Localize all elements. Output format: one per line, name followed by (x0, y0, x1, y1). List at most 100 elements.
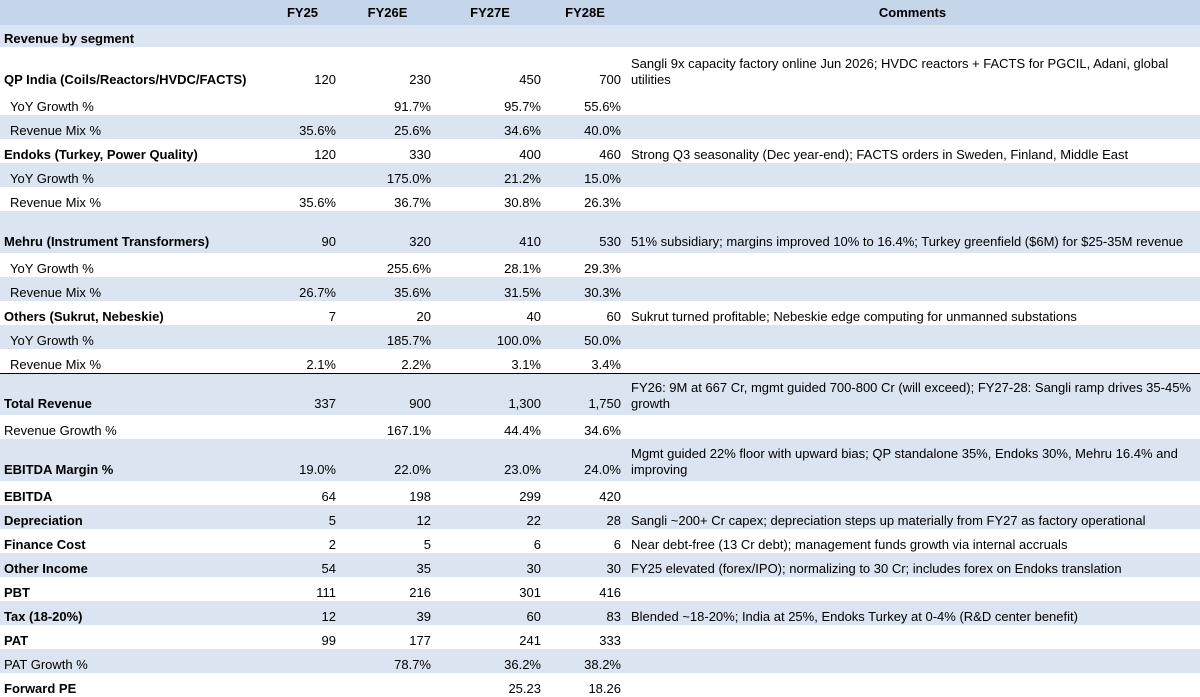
cell-fy26: 2.2% (401, 356, 431, 372)
row-comment (625, 163, 1200, 187)
row-label: Revenue Mix % (0, 277, 265, 301)
cell-fy26: 91.7% (394, 99, 431, 114)
row-comment (625, 673, 1200, 697)
table-row: Revenue by segment (0, 25, 1200, 47)
cell-fy26: 185.7% (340, 325, 435, 349)
row-comment (625, 577, 1200, 601)
cell-fy27: 34.6% (435, 115, 545, 139)
row-comment (625, 91, 1200, 115)
row-comment: Sukrut turned profitable; Nebeskie edge … (631, 309, 1077, 324)
table-row: Endoks (Turkey, Power Quality) 120 330 4… (0, 139, 1200, 163)
cell-fy25: 5 (265, 505, 340, 529)
row-comment: Mgmt guided 22% floor with upward bias; … (625, 439, 1200, 481)
cell-fy27: 28.1% (504, 261, 541, 276)
cell-fy27: 410 (435, 211, 545, 253)
cell-fy27: 3.1% (511, 356, 541, 372)
cell-fy25: 99 (321, 633, 336, 648)
row-label: Revenue by segment (0, 25, 265, 47)
row-comment (625, 25, 1200, 47)
row-label: Tax (18-20%) (0, 601, 265, 625)
cell-fy26 (340, 25, 435, 47)
cell-fy28: 1,750 (545, 372, 625, 415)
table-row: Revenue Mix % 26.7% 35.6% 31.5% 30.3% (0, 277, 1200, 301)
table-row: YoY Growth % 91.7% 95.7% 55.6% (0, 91, 1200, 115)
cell-fy28: 60 (606, 309, 621, 324)
cell-fy28: 6 (613, 537, 621, 552)
row-label: YoY Growth % (0, 163, 265, 187)
cell-fy28: 700 (599, 72, 621, 87)
cell-fy25 (265, 673, 340, 697)
cell-fy28: 55.6% (584, 99, 621, 114)
cell-fy28: 333 (599, 633, 621, 648)
row-label: EBITDA Margin % (0, 439, 265, 481)
cell-fy26: 216 (409, 585, 431, 600)
cell-fy27: 60 (435, 601, 545, 625)
cell-fy25: 64 (321, 489, 336, 504)
cell-fy28: 28 (545, 505, 625, 529)
row-comment (625, 187, 1200, 211)
cell-fy26: 22.0% (340, 439, 435, 481)
cell-fy25 (265, 91, 340, 115)
table-row: Other Income 54 35 30 30 FY25 elevated (… (0, 553, 1200, 577)
cell-fy27: 301 (519, 585, 541, 600)
cell-fy27: 400 (519, 147, 541, 162)
table-row: Revenue Mix % 35.6% 25.6% 34.6% 40.0% (0, 115, 1200, 139)
row-label: Revenue Mix % (10, 195, 102, 210)
row-label: Revenue Mix % (10, 356, 102, 372)
cell-fy25: 90 (265, 211, 340, 253)
cell-fy25 (265, 415, 340, 439)
cell-fy28: 30 (545, 553, 625, 577)
cell-fy25: 12 (265, 601, 340, 625)
cell-fy27: 95.7% (504, 99, 541, 114)
cell-fy26: 36.7% (394, 195, 431, 210)
cell-fy25 (265, 253, 340, 277)
cell-fy25 (265, 649, 340, 673)
cell-fy27: 36.2% (435, 649, 545, 673)
cell-fy26: 320 (340, 211, 435, 253)
cell-fy27: 30 (435, 553, 545, 577)
row-comment: Blended ~18-20%; India at 25%, Endoks Tu… (625, 601, 1200, 625)
row-label: Total Revenue (0, 372, 265, 415)
row-label: YoY Growth % (10, 261, 94, 276)
row-comment: FY25 elevated (forex/IPO); normalizing t… (625, 553, 1200, 577)
cell-fy27: 31.5% (435, 277, 545, 301)
cell-fy25: 35.6% (299, 195, 336, 210)
cell-fy28: 38.2% (545, 649, 625, 673)
table-row: Revenue Mix % 35.6% 36.7% 30.8% 26.3% (0, 187, 1200, 211)
table-row: YoY Growth % 185.7% 100.0% 50.0% (0, 325, 1200, 349)
cell-fy25: 54 (265, 553, 340, 577)
table-row: EBITDA Margin % 19.0% 22.0% 23.0% 24.0% … (0, 439, 1200, 481)
cell-fy27: 1,300 (435, 372, 545, 415)
row-label: PBT (4, 585, 30, 600)
cell-fy25: 337 (265, 372, 340, 415)
cell-fy28: 40.0% (545, 115, 625, 139)
cell-fy27: 44.4% (504, 423, 541, 438)
cell-fy25: 19.0% (265, 439, 340, 481)
cell-fy28: 530 (545, 211, 625, 253)
cell-fy25 (265, 325, 340, 349)
cell-fy27: 299 (519, 489, 541, 504)
cell-fy26: 198 (409, 489, 431, 504)
table-row: QP India (Coils/Reactors/HVDC/FACTS) 120… (0, 47, 1200, 91)
header-fy25: FY25 (265, 0, 340, 25)
header-comments: Comments (625, 0, 1200, 25)
row-comment (625, 649, 1200, 673)
cell-fy28: 83 (545, 601, 625, 625)
row-comment (625, 277, 1200, 301)
cell-fy27: 23.0% (435, 439, 545, 481)
row-comment (625, 349, 1200, 373)
cell-fy26: 330 (409, 147, 431, 162)
row-comment: Sangli ~200+ Cr capex; depreciation step… (625, 505, 1200, 529)
cell-fy26: 167.1% (386, 423, 431, 438)
table-row: Tax (18-20%) 12 39 60 83 Blended ~18-20%… (0, 601, 1200, 625)
cell-fy26: 35 (340, 553, 435, 577)
row-label: Revenue Growth % (4, 423, 117, 438)
cell-fy25: 120 (314, 72, 336, 87)
table-row: Forward PE 25.23 18.26 (0, 673, 1200, 697)
row-label: PAT Growth % (0, 649, 265, 673)
cell-fy25: 7 (328, 309, 336, 324)
cell-fy26: 35.6% (340, 277, 435, 301)
cell-fy28: 460 (599, 147, 621, 162)
cell-fy25: 35.6% (265, 115, 340, 139)
